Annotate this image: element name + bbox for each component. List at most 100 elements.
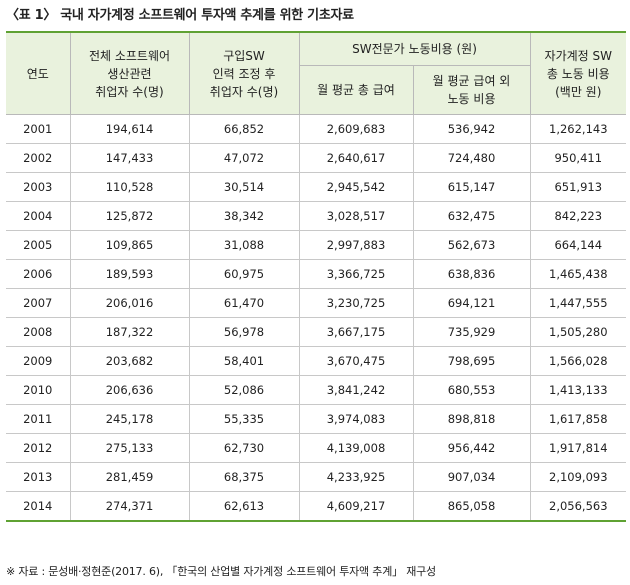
purchased-cell: 62,730: [188, 433, 300, 463]
purchased-cell: 55,335: [188, 404, 300, 434]
monthly-wage-cell: 2,945,542: [298, 172, 414, 202]
monthly-wage-cell: 3,230,725: [298, 288, 414, 318]
purchased-cell: 31,088: [188, 230, 300, 260]
total-cell: 1,447,555: [529, 288, 627, 318]
other-cost-cell: 632,475: [412, 201, 531, 231]
total-cell: 664,144: [529, 230, 627, 260]
monthly-wage-cell: 4,139,008: [298, 433, 414, 463]
year-cell: 2013: [6, 462, 71, 492]
table-row: 2001 194,614 66,852 2,609,683 536,942 1,262,1…: [6, 114, 627, 144]
total-cell: 950,411: [529, 143, 627, 173]
employees-cell: 206,636: [69, 375, 190, 405]
table-row: 2014 274,371 62,613 4,609,217 865,058 2,056,5…: [6, 491, 627, 522]
monthly-wage-cell: 3,670,475: [298, 346, 414, 376]
total-cell: 2,109,093: [529, 462, 627, 492]
header-total-line3: (백만 원): [555, 84, 602, 99]
footnote: ※ 자료 : 문성배·정현준(2017. 6), 「한국의 산업별 자가계정 소…: [6, 565, 436, 578]
header-total: 자가계정 SW 총 노동 비용 (백만 원): [529, 31, 627, 115]
year-cell: 2009: [6, 346, 71, 376]
employees-cell: 110,528: [69, 172, 190, 202]
monthly-wage-cell: 3,974,083: [298, 404, 414, 434]
total-cell: 1,413,133: [529, 375, 627, 405]
other-cost-cell: 865,058: [412, 491, 531, 522]
monthly-wage-cell: 2,640,617: [298, 143, 414, 173]
employees-cell: 109,865: [69, 230, 190, 260]
table-row: 2003 110,528 30,514 2,945,542 615,147 651,913: [6, 172, 627, 202]
total-cell: 651,913: [529, 172, 627, 202]
purchased-cell: 66,852: [188, 114, 300, 144]
purchased-cell: 47,072: [188, 143, 300, 173]
purchased-cell: 61,470: [188, 288, 300, 318]
data-table: 연도 전체 소프트웨어 생산관련 취업자 수(명) 구입SW 인력 조정 후 취…: [6, 31, 627, 522]
monthly-wage-cell: 3,028,517: [298, 201, 414, 231]
other-cost-cell: 615,147: [412, 172, 531, 202]
table-row: 2012 275,133 62,730 4,139,008 956,442 1,917,8…: [6, 433, 627, 463]
monthly-wage-cell: 4,233,925: [298, 462, 414, 492]
monthly-wage-cell: 4,609,217: [298, 491, 414, 522]
employees-cell: 281,459: [69, 462, 190, 492]
total-cell: 1,262,143: [529, 114, 627, 144]
purchased-cell: 56,978: [188, 317, 300, 347]
employees-cell: 206,016: [69, 288, 190, 318]
other-cost-cell: 536,942: [412, 114, 531, 144]
total-cell: 1,566,028: [529, 346, 627, 376]
purchased-cell: 38,342: [188, 201, 300, 231]
header-other-cost: 월 평균 급여 외 노동 비용: [412, 65, 531, 115]
year-cell: 2010: [6, 375, 71, 405]
year-cell: 2014: [6, 491, 71, 522]
year-cell: 2001: [6, 114, 71, 144]
header-labor-cost: SW전문가 노동비용 (원): [298, 31, 531, 66]
employees-cell: 203,682: [69, 346, 190, 376]
other-cost-cell: 907,034: [412, 462, 531, 492]
employees-cell: 147,433: [69, 143, 190, 173]
total-cell: 2,056,563: [529, 491, 627, 522]
employees-cell: 275,133: [69, 433, 190, 463]
purchased-cell: 58,401: [188, 346, 300, 376]
other-cost-cell: 680,553: [412, 375, 531, 405]
other-cost-cell: 735,929: [412, 317, 531, 347]
header-monthly-wage: 월 평균 총 급여: [299, 65, 414, 115]
other-cost-cell: 562,673: [412, 230, 531, 260]
total-cell: 1,917,814: [529, 433, 627, 463]
table-row: 2009 203,682 58,401 3,670,475 798,695 1,566,0…: [6, 346, 627, 376]
other-cost-cell: 798,695: [412, 346, 531, 376]
employees-cell: 194,614: [69, 114, 190, 144]
header-purchased-line2: 인력 조정 후: [212, 66, 276, 81]
table-row: 2004 125,872 38,342 3,028,517 632,475 842,223: [6, 201, 627, 231]
table-row: 2006 189,593 60,975 3,366,725 638,836 1,465,4…: [6, 259, 627, 289]
header-employees-line3: 취업자 수(명): [95, 84, 164, 99]
year-cell: 2005: [6, 230, 71, 260]
other-cost-cell: 638,836: [412, 259, 531, 289]
other-cost-cell: 956,442: [412, 433, 531, 463]
employees-cell: 187,322: [69, 317, 190, 347]
purchased-cell: 62,613: [188, 491, 300, 522]
header-employees-line2: 생산관련: [107, 66, 152, 81]
header-purchased-line1: 구입SW: [223, 48, 265, 63]
purchased-cell: 30,514: [188, 172, 300, 202]
monthly-wage-cell: 2,609,683: [298, 114, 414, 144]
header-other-cost-line1: 월 평균 급여 외: [432, 74, 511, 88]
table-row: 2002 147,433 47,072 2,640,617 724,480 950,411: [6, 143, 627, 173]
year-cell: 2008: [6, 317, 71, 347]
other-cost-cell: 898,818: [412, 404, 531, 434]
year-cell: 2007: [6, 288, 71, 318]
employees-cell: 189,593: [69, 259, 190, 289]
other-cost-cell: 694,121: [412, 288, 531, 318]
employees-cell: 125,872: [69, 201, 190, 231]
header-total-line2: 총 노동 비용: [546, 66, 610, 81]
table-body: 2001 194,614 66,852 2,609,683 536,942 1,262,1…: [6, 114, 627, 522]
table-row: 2005 109,865 31,088 2,997,883 562,673 664,144: [6, 230, 627, 260]
header-year: 연도: [6, 31, 71, 115]
table-row: 2007 206,016 61,470 3,230,725 694,121 1,447,5…: [6, 288, 627, 318]
employees-cell: 245,178: [69, 404, 190, 434]
employees-cell: 274,371: [69, 491, 190, 522]
other-cost-cell: 724,480: [412, 143, 531, 173]
header-employees-line1: 전체 소프트웨어: [88, 48, 171, 63]
table-title: 〈표 1〉 국내 자가계정 소프트웨어 투자액 추계를 위한 기초자료: [6, 8, 354, 23]
table-row: 2013 281,459 68,375 4,233,925 907,034 2,109,0…: [6, 462, 627, 492]
purchased-cell: 52,086: [188, 375, 300, 405]
year-cell: 2011: [6, 404, 71, 434]
monthly-wage-cell: 3,366,725: [298, 259, 414, 289]
header-other-cost-line2: 노동 비용: [447, 92, 496, 106]
header-total-line1: 자가계정 SW: [544, 48, 612, 63]
